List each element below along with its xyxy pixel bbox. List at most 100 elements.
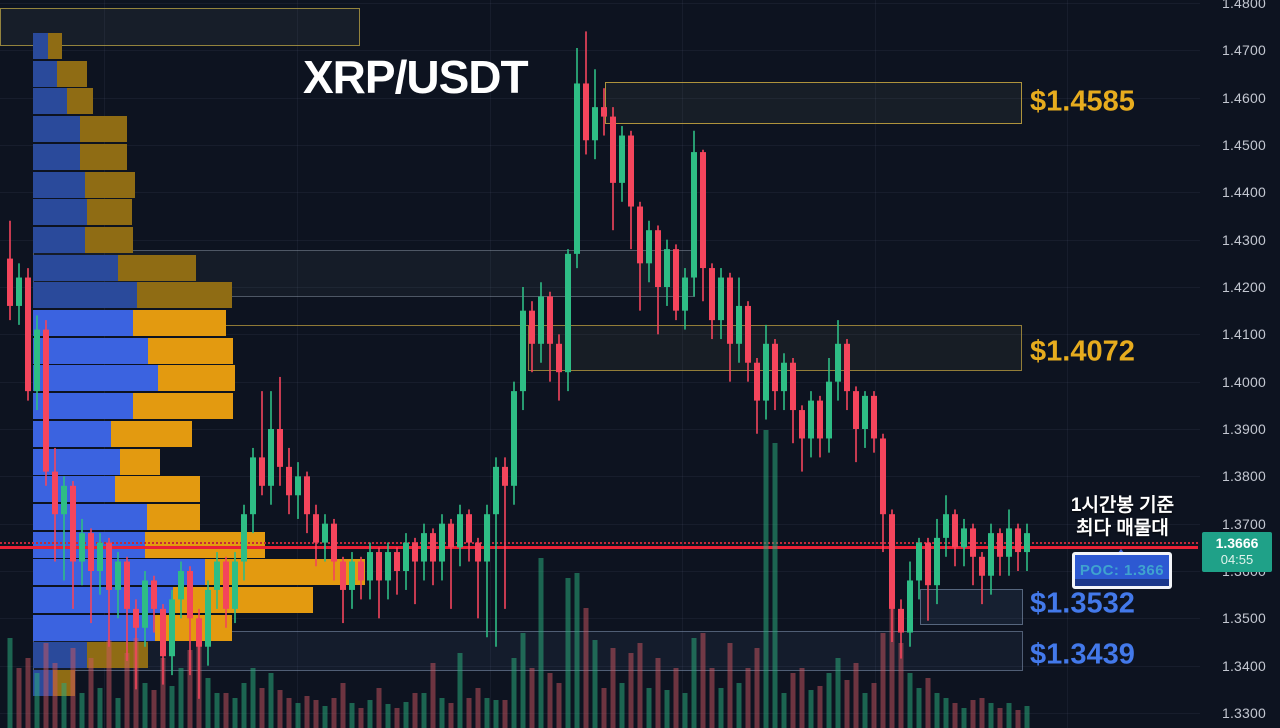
volume-bar bbox=[655, 658, 661, 728]
volume-bar bbox=[394, 708, 400, 728]
volume-profile-sell-bar bbox=[80, 116, 127, 143]
volume-profile-row bbox=[33, 614, 232, 641]
volume-profile-sell-bar bbox=[48, 33, 62, 59]
candle-up bbox=[493, 466, 499, 515]
volume-profile-row bbox=[33, 587, 313, 613]
poc-label: POC: 1.366 bbox=[1079, 562, 1165, 579]
volume-bar bbox=[961, 708, 967, 728]
horizontal-grid-line bbox=[0, 3, 1200, 4]
candle-down bbox=[187, 571, 193, 619]
volume-bar bbox=[277, 690, 283, 728]
horizontal-grid-line bbox=[0, 571, 1200, 572]
volume-profile-row bbox=[33, 254, 196, 281]
price-axis-tick: 1.3500 bbox=[1221, 610, 1266, 627]
candle-up bbox=[61, 485, 67, 515]
candle-down bbox=[259, 457, 265, 486]
candle-down bbox=[790, 362, 796, 411]
candle-down bbox=[844, 343, 850, 392]
volume-bar bbox=[358, 708, 364, 728]
volume-bar bbox=[223, 693, 229, 728]
volume-bar bbox=[547, 673, 553, 728]
volume-bar bbox=[502, 700, 508, 728]
volume-bar bbox=[862, 693, 868, 728]
price-axis-tick: 1.4800 bbox=[1221, 0, 1266, 11]
candle-down bbox=[889, 514, 895, 609]
volume-bar bbox=[421, 693, 427, 728]
candle-down bbox=[331, 523, 337, 562]
volume-profile-row bbox=[33, 116, 127, 143]
korean-annotation-line2: 최다 매물대 bbox=[1076, 518, 1169, 539]
candle-up bbox=[565, 253, 571, 373]
candle-up bbox=[268, 429, 274, 486]
horizontal-grid-line bbox=[0, 97, 1200, 99]
volume-profile-buy-bar bbox=[33, 60, 57, 87]
volume-bar bbox=[259, 688, 265, 728]
volume-bar bbox=[871, 683, 877, 728]
volume-bar bbox=[538, 558, 544, 728]
volume-profile-sell-bar bbox=[111, 420, 192, 447]
volume-bar bbox=[763, 430, 769, 728]
candle-up bbox=[295, 476, 301, 496]
volume-profile-buy-bar bbox=[33, 282, 137, 309]
candle-up bbox=[421, 533, 427, 562]
horizontal-grid-line bbox=[0, 381, 1200, 383]
volume-profile-row bbox=[33, 33, 62, 59]
candle-up bbox=[574, 83, 580, 254]
horizontal-grid-line bbox=[0, 334, 1200, 336]
candle-down bbox=[106, 542, 112, 590]
volume-bar bbox=[682, 693, 688, 728]
candle-down bbox=[772, 343, 778, 392]
candle-up bbox=[97, 542, 103, 571]
candle-down bbox=[223, 561, 229, 609]
candle-up bbox=[862, 395, 868, 429]
candle-down bbox=[124, 561, 130, 609]
volume-bar bbox=[61, 683, 67, 728]
candlestick-layer bbox=[7, 31, 1030, 728]
volume-bar bbox=[34, 673, 40, 728]
horizontal-grid-line bbox=[0, 145, 1200, 146]
candle-up bbox=[178, 571, 184, 600]
candle-down bbox=[871, 395, 877, 439]
volume-bar bbox=[340, 683, 346, 728]
candle-up bbox=[457, 514, 463, 548]
vertical-grid-line bbox=[682, 0, 683, 728]
candle-down bbox=[448, 523, 454, 548]
volume-bar bbox=[430, 663, 436, 728]
volume-bar bbox=[637, 643, 643, 728]
volume-bar bbox=[250, 668, 256, 728]
candle-up bbox=[943, 514, 949, 538]
price-axis[interactable]: 1.4800 1.4700 1.4600 1.4500 1.4400 1.4300 1.42… bbox=[1200, 0, 1280, 728]
volume-profile-sell-bar bbox=[57, 60, 87, 87]
candle-up bbox=[349, 561, 355, 590]
volume-bar bbox=[619, 683, 625, 728]
candle-down bbox=[655, 230, 661, 287]
candle-down bbox=[799, 410, 805, 439]
volume-bar bbox=[178, 668, 184, 728]
candle-down bbox=[997, 533, 1003, 557]
candle-down bbox=[358, 561, 364, 581]
volume-bar bbox=[367, 700, 373, 728]
volume-bar bbox=[43, 643, 49, 728]
volume-bar bbox=[322, 706, 328, 728]
volume-bar bbox=[907, 673, 913, 728]
volume-bar bbox=[88, 658, 94, 728]
candle-down bbox=[70, 485, 76, 562]
volume-profile-buy-bar bbox=[33, 171, 85, 198]
volume-bar bbox=[124, 653, 130, 728]
volume-bar bbox=[691, 638, 697, 728]
zone-zone-1-4585 bbox=[605, 81, 1022, 124]
volume-bar bbox=[592, 640, 598, 728]
price-axis-tick: 1.4300 bbox=[1221, 231, 1266, 248]
volume-profile-sell-bar bbox=[115, 476, 200, 503]
volume-bar bbox=[889, 598, 895, 728]
candle-up bbox=[214, 561, 220, 590]
volume-profile-row bbox=[33, 60, 87, 87]
chart-canvas[interactable]: XRP/USDT $1.4585 $1.4072 $1.3532 $1.3439 1시… bbox=[0, 0, 1200, 728]
volume-profile-row bbox=[33, 199, 132, 226]
price-axis-tick: 1.4600 bbox=[1221, 89, 1266, 106]
candle-down bbox=[817, 400, 823, 439]
candle-up bbox=[1006, 528, 1012, 557]
volume-bar bbox=[493, 700, 499, 728]
volume-bar bbox=[826, 673, 832, 728]
volume-bar bbox=[799, 668, 805, 728]
